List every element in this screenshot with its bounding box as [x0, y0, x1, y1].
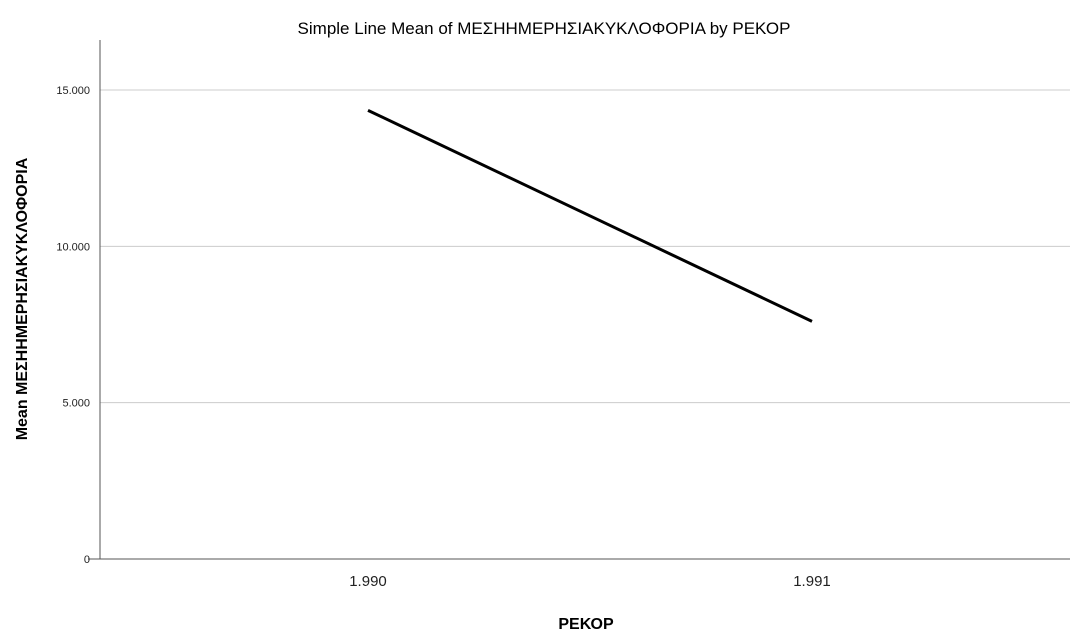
x-tick-labels: 1.990 1.991 — [349, 573, 831, 590]
x-axis-label: ΡΕΚΟΡ — [558, 616, 614, 632]
x-tick-label-1: 1.991 — [793, 573, 831, 590]
y-tick-label-2: 10.000 — [56, 241, 90, 253]
grid-lines — [100, 89, 1070, 404]
series-line-0 — [367, 108, 813, 323]
chart-title: Simple Line Mean of ΜΕΣΗΗΜΕΡΗΣΙΑΚΥΚΛΟΦΟΡ… — [298, 19, 791, 38]
y-tick-label-1: 5.000 — [62, 398, 90, 410]
y-tick-labels: 0 5.000 10.000 15.000 — [56, 85, 90, 566]
y-tick-label-0: 0 — [84, 554, 90, 566]
series-lines — [367, 108, 813, 323]
y-tick-label-3: 15.000 — [56, 85, 90, 97]
x-tick-label-0: 1.990 — [349, 573, 387, 590]
axes — [88, 40, 1070, 560]
y-axis-label: Mean ΜΕΣΗΗΜΕΡΗΣΙΑΚΥΚΛΟΦΟΡΙΑ — [14, 157, 31, 440]
